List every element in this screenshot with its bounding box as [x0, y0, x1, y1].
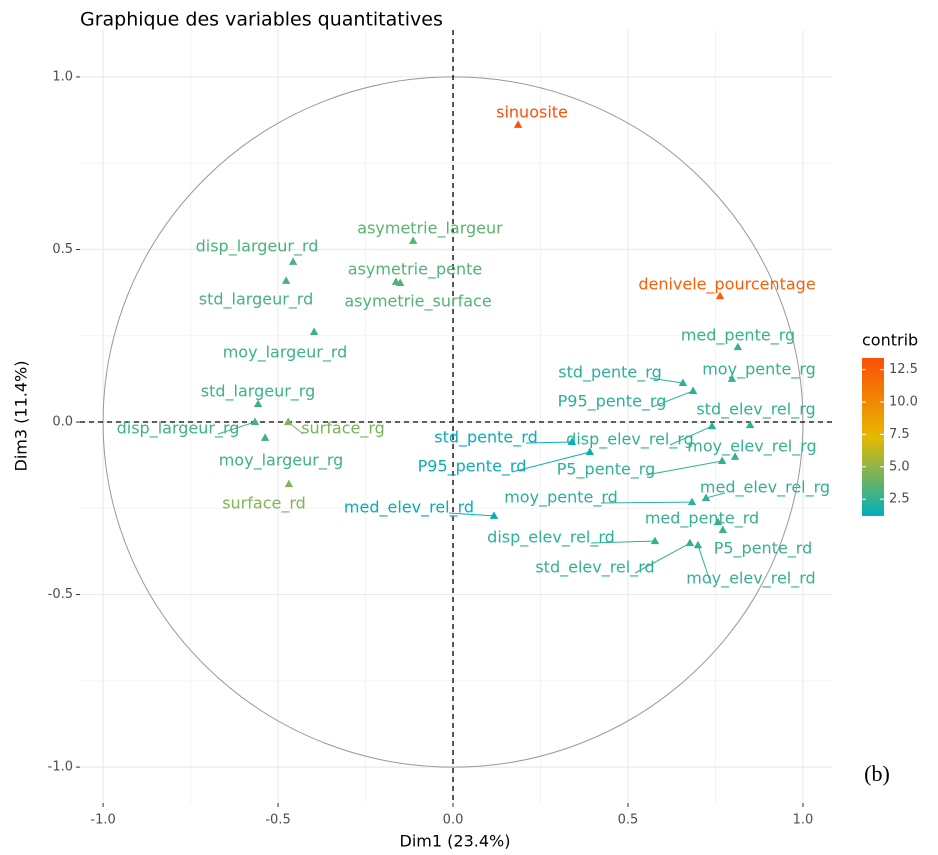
point	[678, 378, 688, 387]
point-label: asymetrie_surface	[344, 292, 491, 312]
point	[688, 386, 698, 394]
point	[284, 417, 293, 426]
label-segment	[645, 460, 723, 476]
y-tick-label: 0.5	[52, 242, 73, 257]
legend-tick-label: 10.0	[889, 395, 918, 410]
point	[650, 536, 660, 545]
x-axis-title: Dim1 (23.4%)	[400, 832, 511, 851]
point-label: std_elev_rel_rd	[535, 558, 654, 578]
point-label: disp_largeur_rg	[117, 419, 240, 439]
label-segment	[511, 451, 590, 473]
point	[253, 399, 263, 408]
point-label: disp_largeur_rd	[196, 237, 319, 257]
label-segment	[697, 545, 712, 585]
point	[730, 452, 740, 460]
point-label: surface_rg	[301, 419, 385, 439]
point	[693, 540, 703, 549]
x-tick-label: -0.5	[265, 813, 290, 828]
point	[585, 447, 595, 456]
point-label: std_largeur_rd	[199, 290, 313, 310]
point	[309, 327, 319, 335]
label-segment	[600, 501, 693, 504]
annotation: (b)	[864, 761, 890, 786]
point-label: med_elev_rel_rd	[344, 498, 474, 518]
point-label: med_pente_rd	[645, 509, 759, 529]
legend-tick-label: 12.5	[889, 362, 918, 377]
label-segment	[649, 377, 684, 384]
point-label: P95_pente_rg	[558, 392, 667, 412]
point	[513, 120, 523, 128]
point-label: moy_pente_rg	[702, 360, 816, 380]
point-label: std_largeur_rg	[201, 382, 315, 402]
legend-colorbar	[862, 358, 884, 516]
point	[567, 437, 577, 446]
label-segment	[525, 441, 573, 444]
point	[284, 479, 294, 488]
point	[733, 342, 743, 351]
y-axis-title: Dim3 (11.4%)	[12, 361, 31, 472]
point-label: surface_rd	[222, 494, 306, 514]
point	[408, 236, 418, 244]
label-segment	[651, 390, 694, 408]
label-segment	[669, 425, 713, 446]
point-label: moy_largeur_rg	[219, 451, 344, 471]
point-label: P95_pente_rd	[418, 457, 527, 477]
y-tick-label: 1.0	[52, 69, 73, 84]
point-label: std_elev_rel_rg	[696, 400, 815, 420]
legend-tick-label: 7.5	[889, 427, 910, 442]
point	[718, 525, 728, 534]
point-label: moy_elev_rel_rg	[687, 437, 816, 457]
point	[685, 538, 695, 547]
label-segment	[448, 512, 494, 517]
point-label: asymetrie_largeur	[357, 219, 503, 239]
point	[288, 257, 298, 265]
point	[745, 420, 755, 429]
point-label: P5_pente_rd	[714, 539, 813, 559]
point-label: moy_pente_rd	[504, 488, 618, 508]
x-tick-label: 1.0	[793, 813, 814, 828]
legend-title: contrib	[862, 331, 918, 350]
y-tick-label: -1.0	[48, 760, 73, 775]
point-label: disp_elev_rel_rd	[487, 528, 615, 548]
point-label: denivele_pourcentage	[638, 275, 815, 295]
point-label: asymetrie_pente	[348, 260, 482, 280]
point-label: med_pente_rg	[681, 326, 795, 346]
y-tick-label: 0.0	[52, 415, 73, 430]
plot-background	[80, 30, 832, 803]
point	[687, 497, 697, 506]
point-label: P5_pente_rg	[557, 460, 656, 480]
point-label: med_elev_rel_rg	[700, 478, 830, 498]
y-tick-label: -0.5	[48, 587, 73, 602]
point	[707, 421, 717, 430]
legend-tick-label: 5.0	[889, 459, 910, 474]
point	[281, 276, 291, 284]
label-segment	[705, 492, 726, 499]
x-tick-label: -1.0	[90, 813, 115, 828]
point	[395, 278, 405, 286]
point	[260, 433, 270, 441]
point	[701, 493, 711, 501]
chart-title: Graphique des variables quantitatives	[80, 9, 443, 31]
point-label: moy_largeur_rd	[223, 343, 348, 363]
point	[489, 511, 499, 519]
legend-tick-label: 2.5	[889, 492, 910, 507]
point	[717, 456, 727, 465]
point	[715, 291, 725, 300]
point-label: std_pente_rg	[558, 363, 661, 383]
point-label: disp_elev_rel_rg	[566, 430, 694, 450]
point	[727, 374, 737, 382]
x-tick-label: 0.5	[618, 813, 639, 828]
point-label: std_pente_rd	[434, 428, 537, 448]
point-label: moy_elev_rel_rd	[686, 569, 815, 589]
x-tick-label: 0.0	[443, 813, 464, 828]
point	[713, 517, 723, 526]
point	[250, 417, 260, 426]
label-segment	[634, 542, 691, 574]
label-segment	[217, 421, 256, 435]
point-label: sinuosite	[496, 103, 568, 122]
label-segment	[590, 540, 655, 544]
